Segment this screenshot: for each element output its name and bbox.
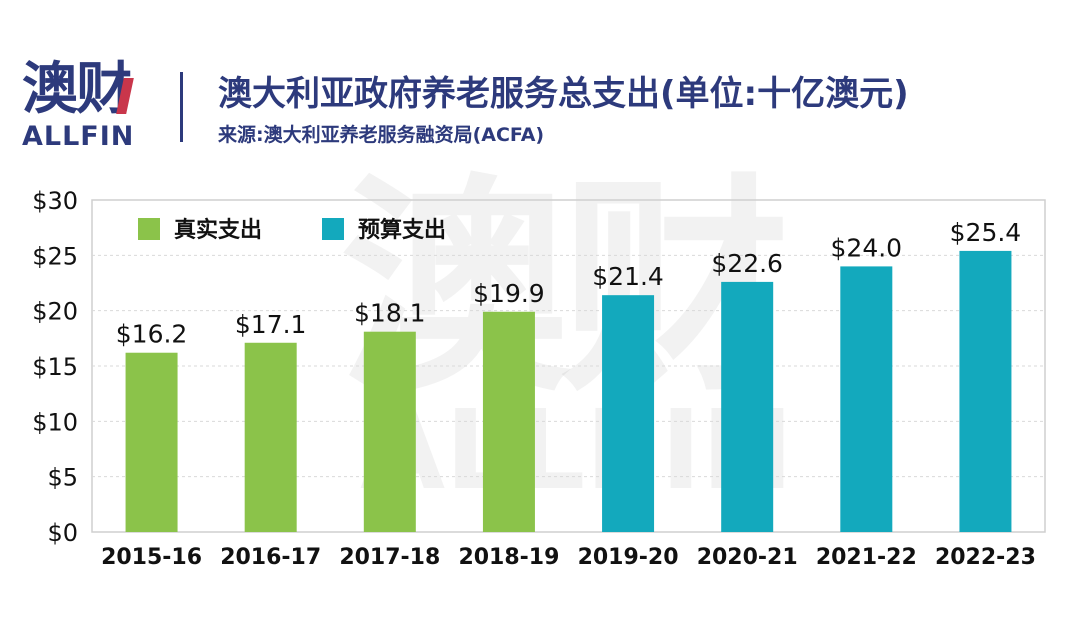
y-tick-label: $5: [47, 464, 78, 492]
x-tick-label: 2021-22: [816, 545, 917, 570]
legend-swatch: [322, 218, 344, 240]
bar-value-label: $18.1: [354, 299, 426, 328]
y-tick-label: $10: [32, 408, 78, 436]
bar-value-label: $21.4: [592, 262, 664, 291]
y-tick-label: $15: [32, 353, 78, 381]
x-tick-label: 2019-20: [578, 545, 679, 570]
x-tick-label: 2018-19: [458, 545, 559, 570]
x-tick-label: 2015-16: [101, 545, 202, 570]
x-tick-label: 2020-21: [697, 545, 798, 570]
bar-value-label: $24.0: [831, 233, 903, 262]
logo-wordmark: ALLFIN: [22, 121, 135, 152]
x-tick-label: 2017-18: [339, 545, 440, 570]
y-tick-label: $0: [47, 519, 78, 547]
bar: [959, 250, 1012, 532]
bar-value-label: $19.9: [473, 279, 545, 308]
chart-container: $0 $5 $10 $15 $20 $25 $30 $16.2 2015-16 $17.1 2016…: [0, 170, 1067, 590]
bar: [244, 342, 297, 532]
bar: [721, 281, 774, 532]
y-tick-label: $25: [32, 242, 78, 270]
bar: [840, 266, 893, 532]
chart-source: 来源:澳大利亚养老服务融资局(ACFA): [218, 124, 545, 146]
legend-label: 预算支出: [358, 217, 446, 243]
bar-value-label: $16.2: [116, 320, 188, 349]
x-tick-label: 2022-23: [935, 545, 1036, 570]
legend-swatch: [138, 218, 160, 240]
bar: [602, 295, 655, 532]
header-divider: [180, 72, 183, 142]
bar-value-label: $25.4: [950, 218, 1022, 247]
bar: [125, 352, 178, 532]
bar-chart: $0 $5 $10 $15 $20 $25 $30 $16.2 2015-16 $17.1 2016…: [32, 187, 1046, 570]
header: 澳财 ALLFIN 澳大利亚政府养老服务总支出(单位:十亿澳元) 来源:澳大利亚…: [0, 0, 1067, 160]
y-tick-label: $20: [32, 298, 78, 326]
legend-label: 真实支出: [174, 217, 262, 243]
bar: [363, 331, 416, 532]
logo-text: 澳财: [22, 57, 132, 122]
bar-value-label: $17.1: [235, 310, 307, 339]
y-tick-label: $30: [32, 187, 78, 215]
x-tick-label: 2016-17: [220, 545, 321, 570]
bar-value-label: $22.6: [711, 249, 783, 278]
bar: [482, 311, 535, 532]
chart-title: 澳大利亚政府养老服务总支出(单位:十亿澳元): [218, 74, 909, 114]
